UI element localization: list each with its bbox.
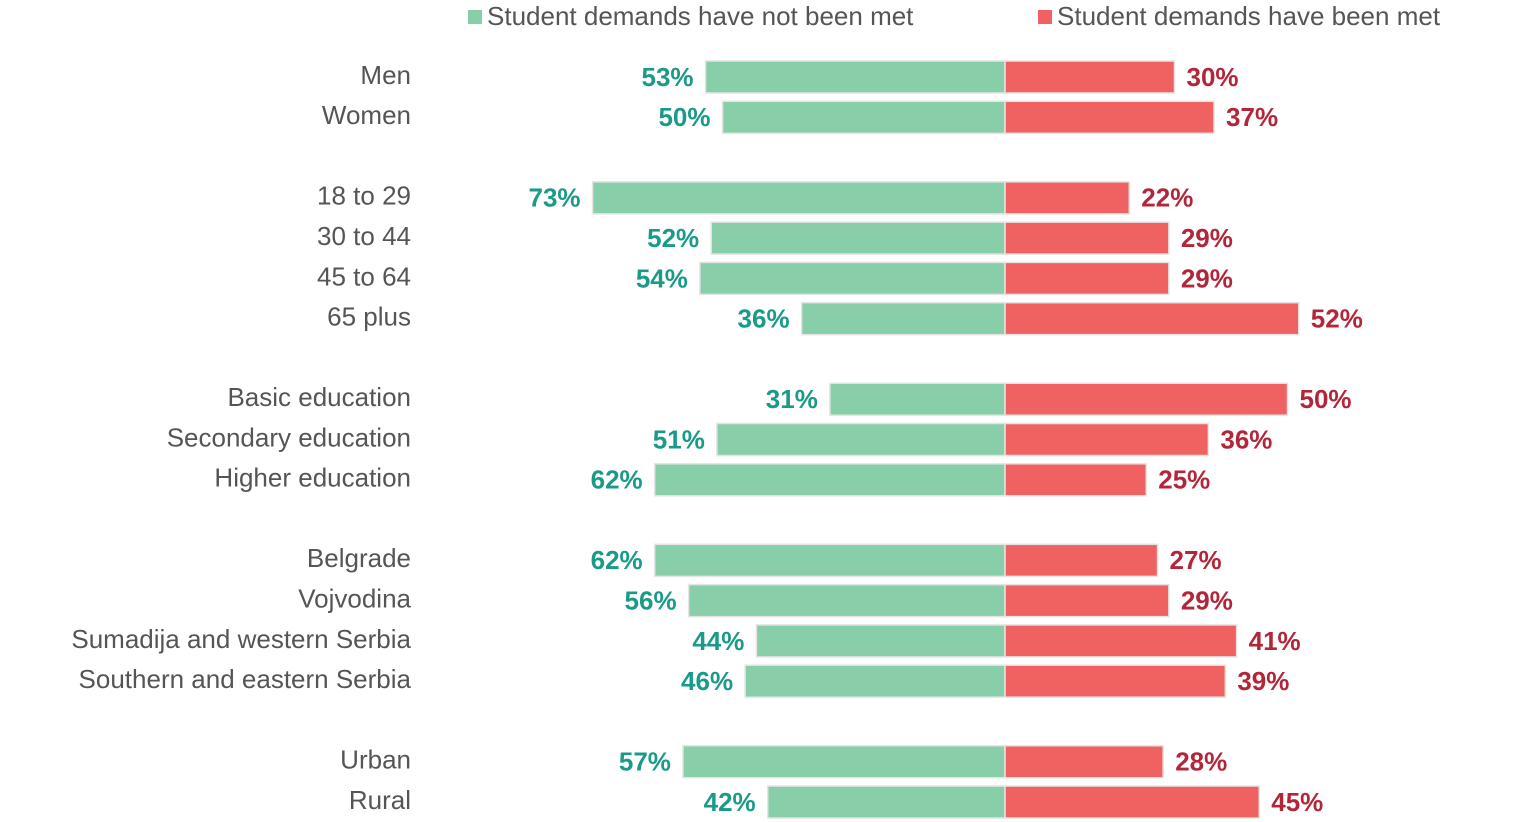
category-label: Basic education xyxy=(227,382,411,412)
value-label: 44% xyxy=(692,626,744,656)
bar xyxy=(755,624,1006,658)
value-label: 29% xyxy=(1181,263,1233,293)
bar xyxy=(800,301,1006,336)
bar xyxy=(1004,181,1131,215)
category-label: 65 plus xyxy=(327,302,411,332)
legend-swatch xyxy=(1038,10,1052,24)
value-label: 36% xyxy=(738,304,790,334)
category-label: Men xyxy=(360,60,411,90)
bar xyxy=(1004,382,1289,416)
bar xyxy=(1004,301,1300,336)
bar xyxy=(1004,785,1260,819)
bar xyxy=(710,221,1006,255)
value-label: 50% xyxy=(1300,384,1352,414)
value-label: 27% xyxy=(1170,545,1222,575)
category-label: 45 to 64 xyxy=(317,261,411,291)
legend-label: Student demands have not been met xyxy=(487,1,914,31)
bar xyxy=(744,664,1006,698)
bar xyxy=(829,382,1006,416)
bar xyxy=(1004,624,1238,658)
bar xyxy=(699,261,1006,296)
value-label: 73% xyxy=(529,183,581,213)
bar xyxy=(1004,60,1176,94)
bar xyxy=(766,785,1006,819)
value-label: 31% xyxy=(766,384,818,414)
value-label: 56% xyxy=(625,586,677,616)
value-label: 45% xyxy=(1271,787,1323,817)
bar xyxy=(1004,422,1210,457)
bar xyxy=(1004,583,1170,618)
category-label: 30 to 44 xyxy=(317,221,411,251)
bar xyxy=(1004,745,1164,779)
value-label: 51% xyxy=(653,424,705,454)
value-label: 46% xyxy=(681,666,733,696)
legend-swatch xyxy=(468,10,482,24)
value-label: 28% xyxy=(1175,747,1227,777)
category-label: Secondary education xyxy=(167,422,411,452)
category-label: Vojvodina xyxy=(298,584,411,614)
category-label: 18 to 29 xyxy=(317,181,411,211)
bar xyxy=(1004,100,1215,135)
bar xyxy=(1004,221,1170,255)
value-label: 29% xyxy=(1181,223,1233,253)
bar xyxy=(682,745,1006,779)
category-label: Rural xyxy=(349,785,411,815)
value-label: 25% xyxy=(1158,465,1210,495)
value-label: 53% xyxy=(642,62,694,92)
category-label: Urban xyxy=(340,745,411,775)
bar xyxy=(716,422,1006,457)
value-label: 54% xyxy=(636,263,688,293)
value-label: 62% xyxy=(591,465,643,495)
bar xyxy=(1004,664,1227,698)
legend-label: Student demands have been met xyxy=(1057,1,1441,31)
value-label: 41% xyxy=(1249,626,1301,656)
value-label: 52% xyxy=(647,223,699,253)
value-label: 22% xyxy=(1141,183,1193,213)
value-label: 50% xyxy=(658,102,710,132)
category-label: Belgrade xyxy=(307,543,411,573)
bar xyxy=(1004,543,1159,578)
bar xyxy=(653,543,1006,578)
value-label: 30% xyxy=(1187,62,1239,92)
bar xyxy=(687,583,1006,618)
bar xyxy=(591,181,1006,215)
value-label: 36% xyxy=(1220,424,1272,454)
bar xyxy=(1004,261,1170,296)
value-label: 39% xyxy=(1237,666,1289,696)
value-label: 29% xyxy=(1181,586,1233,616)
category-label: Higher education xyxy=(214,463,411,493)
bar xyxy=(704,60,1006,94)
category-label: Sumadija and western Serbia xyxy=(71,624,411,654)
value-label: 37% xyxy=(1226,102,1278,132)
bar xyxy=(653,463,1006,497)
bar xyxy=(1004,463,1147,497)
bar xyxy=(721,100,1006,135)
value-label: 42% xyxy=(704,787,756,817)
value-label: 62% xyxy=(591,545,643,575)
value-label: 52% xyxy=(1311,304,1363,334)
category-label: Southern and eastern Serbia xyxy=(79,664,412,694)
category-label: Women xyxy=(322,100,411,130)
value-label: 57% xyxy=(619,747,671,777)
